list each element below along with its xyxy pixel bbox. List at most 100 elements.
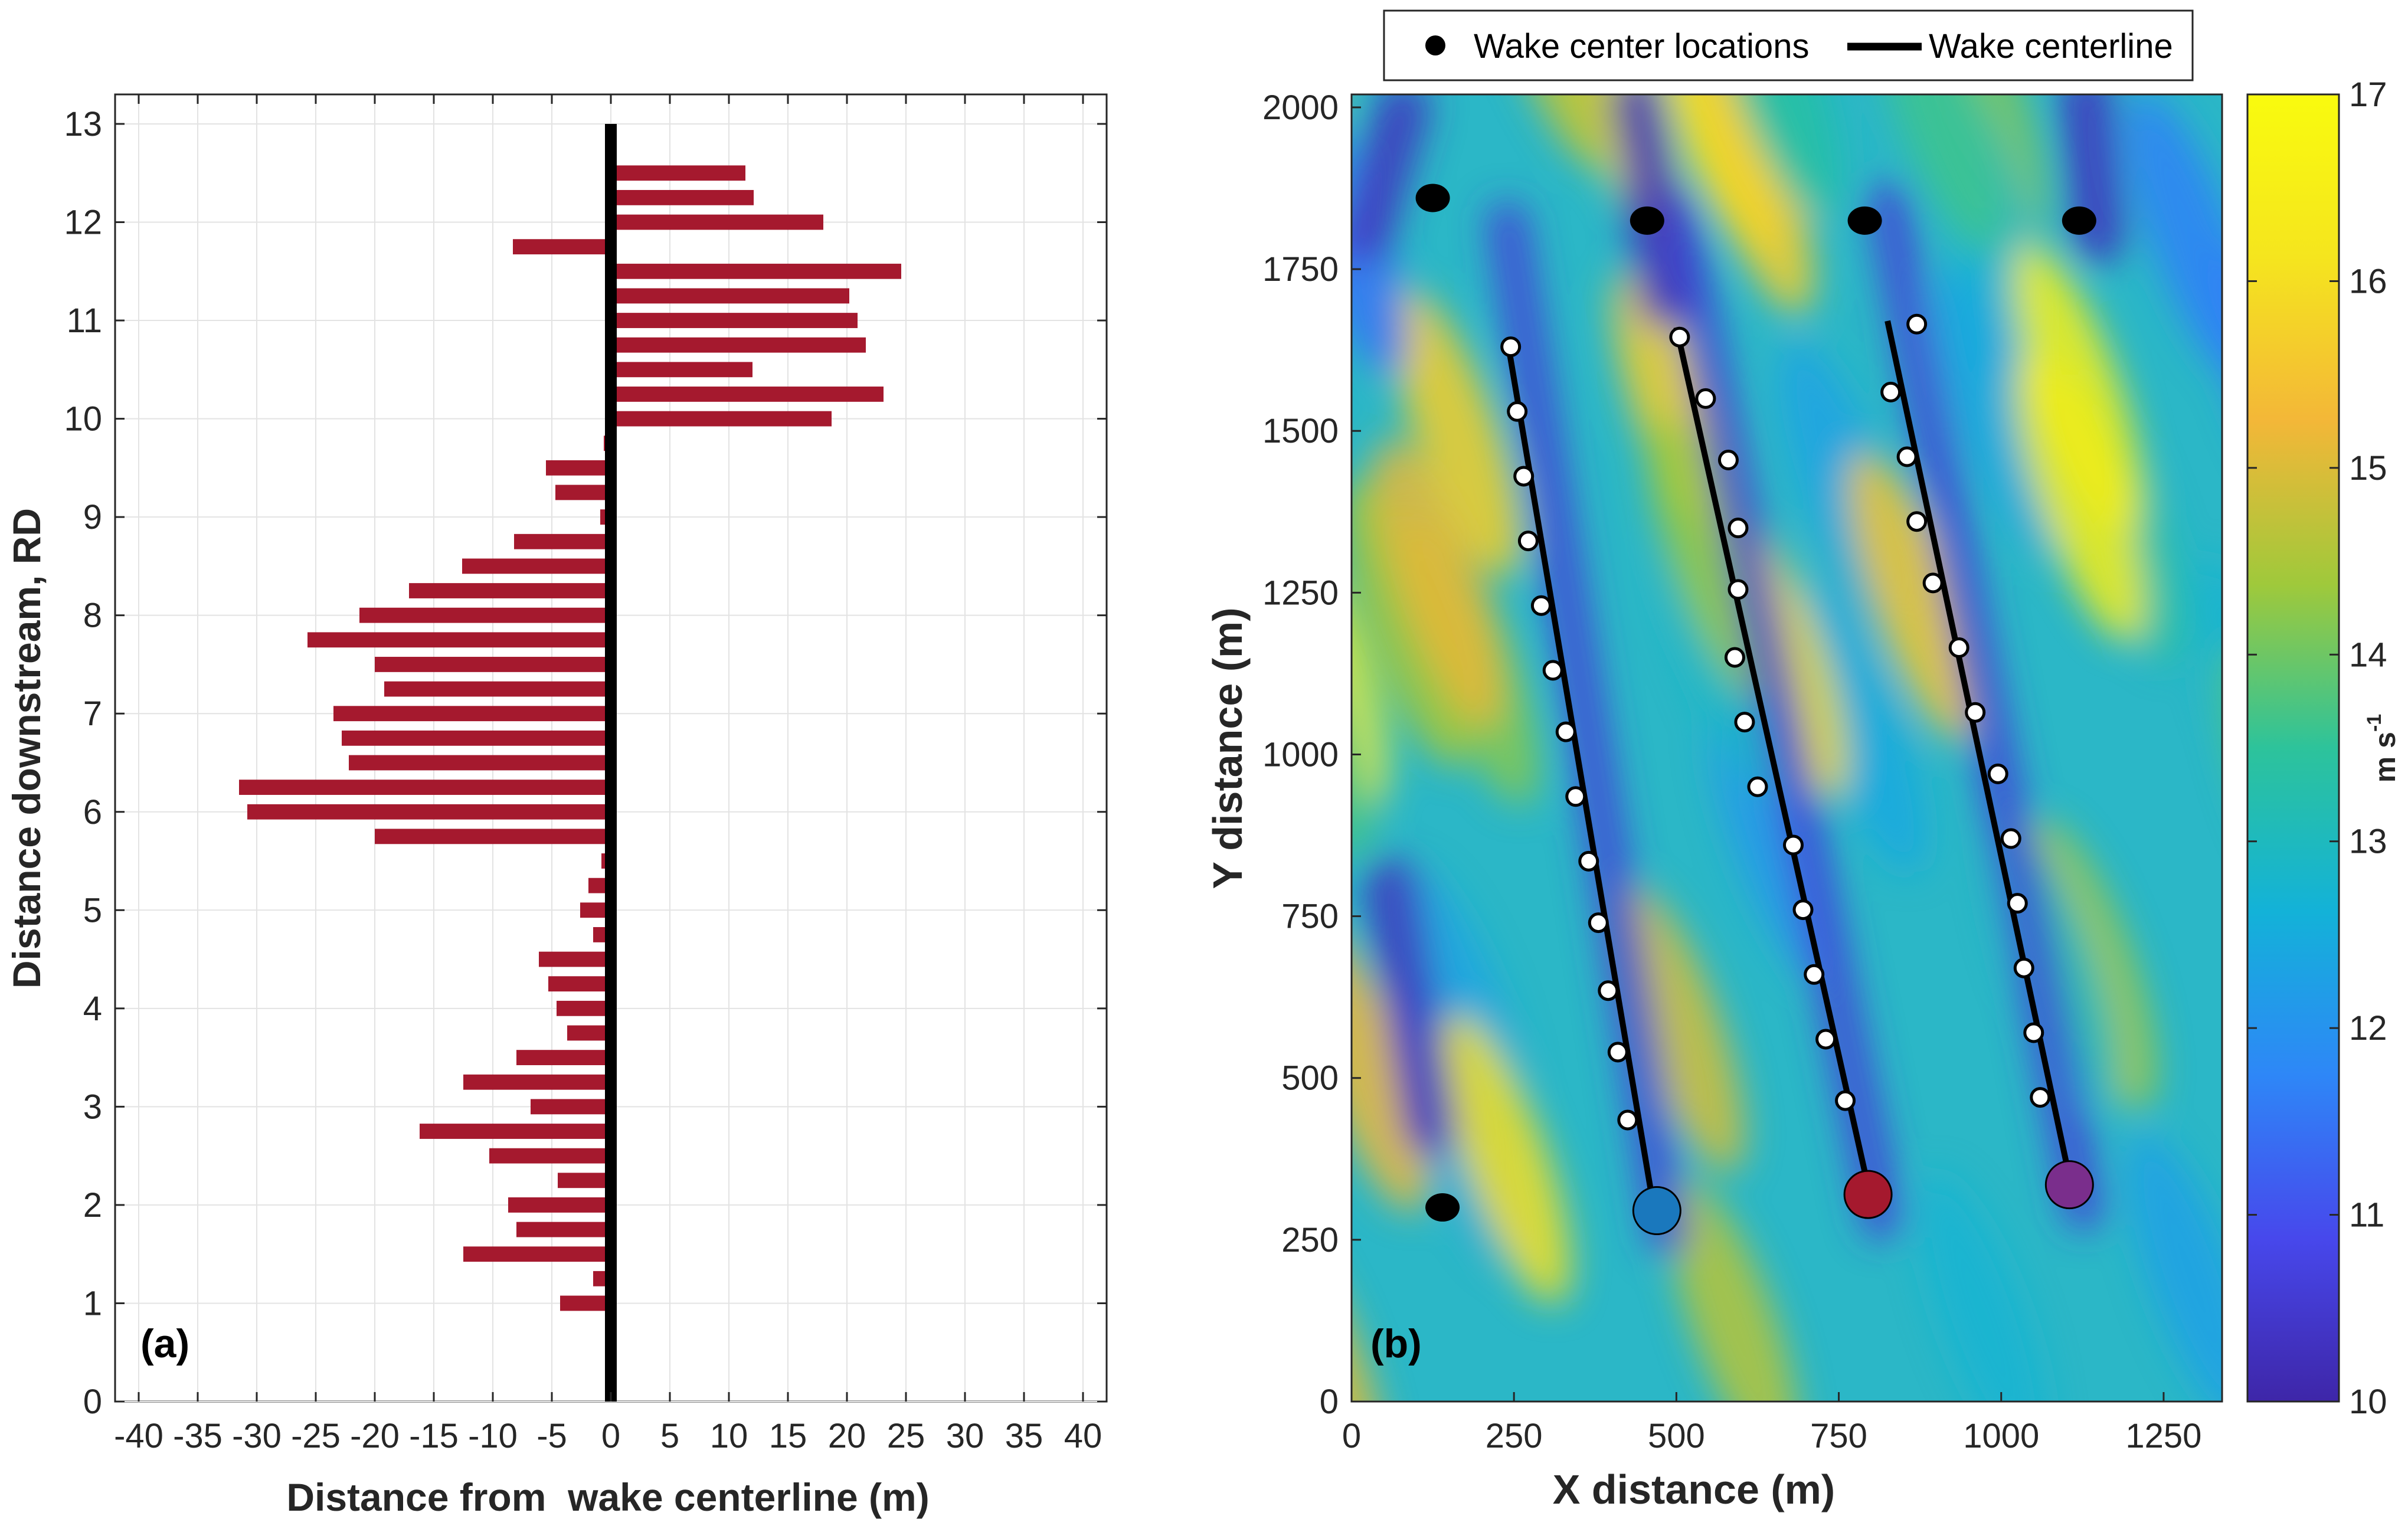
x-tick-label: -5 <box>536 1417 567 1455</box>
wake-center-point <box>2013 957 2034 978</box>
bar <box>611 214 823 230</box>
y-tick-label: 13 <box>64 105 102 143</box>
x-tick-label: 0 <box>601 1417 620 1455</box>
bar <box>611 313 858 328</box>
y-tick-label: 1000 <box>1262 735 1339 774</box>
x-tick-label: 1000 <box>1963 1417 2039 1455</box>
legend-wake-center-label: Wake center locations <box>1474 27 1809 66</box>
legend-box <box>1383 9 2194 81</box>
wind-streak <box>1873 94 2004 255</box>
wind-streak <box>1094 985 1276 1302</box>
y-tick-label: 10 <box>64 400 102 438</box>
wake-center-point <box>1987 763 2008 784</box>
y-tick-label: 9 <box>83 498 102 536</box>
wake-center-point <box>2023 1022 2044 1043</box>
wake-centerline-bar <box>605 123 617 1402</box>
colorbar-unit-exponent: -1 <box>2363 714 2386 732</box>
colorbar-tick-label: 13 <box>2349 823 2387 861</box>
x-tick-label: -30 <box>232 1417 282 1455</box>
legend-centerline-label: Wake centerline <box>1929 27 2173 66</box>
bar <box>409 583 611 598</box>
y-tick-label: 4 <box>83 990 102 1028</box>
wake-center-point <box>1948 637 1969 659</box>
bar <box>548 976 611 992</box>
y-tick-label: 500 <box>1281 1059 1339 1098</box>
wake-center-point <box>2007 893 2028 914</box>
bar <box>375 829 611 844</box>
bar <box>555 484 611 500</box>
colorbar: 10 11 12 13 14 15 16 17 m s-1 <box>2246 76 2402 1421</box>
wake-center-point <box>1578 850 1599 872</box>
panel-a-y-axis-label: Distance downstream, RD <box>5 508 48 988</box>
bar <box>611 362 752 378</box>
bar <box>546 460 611 476</box>
bar <box>307 632 611 648</box>
wind-streak <box>1372 438 1504 729</box>
wind-streak <box>1183 0 1366 167</box>
wind-streak <box>1932 264 2063 555</box>
legend-wake-center-marker <box>1425 35 1445 55</box>
x-tick-label: 30 <box>946 1417 984 1455</box>
y-tick-label: 12 <box>64 204 102 242</box>
bar <box>247 804 611 820</box>
panel-b-x-ticks: 0 250 500 750 1000 1250 <box>1342 1392 2201 1455</box>
y-tick-label: 2 <box>83 1186 102 1224</box>
x-tick-label: 40 <box>1064 1417 1102 1455</box>
large-wake-marker <box>1630 206 1664 235</box>
bar <box>531 1099 611 1115</box>
y-tick-label: 2000 <box>1262 89 1339 127</box>
wake-trough <box>1487 201 1689 1256</box>
turbine-marker <box>1632 1186 1681 1236</box>
x-tick-label: -40 <box>114 1417 163 1455</box>
panel-a: -40 -35 -30 -25 -20 -15 -10 -5 0 5 10 15 20 25 30 35 40 … <box>5 93 1108 1519</box>
wake-center-point <box>1804 964 1825 985</box>
x-tick-label: 10 <box>710 1417 748 1455</box>
wake-center-point <box>1965 702 1986 723</box>
wake-center-point <box>1880 381 1902 402</box>
y-tick-label: 11 <box>67 302 102 340</box>
panel-b-y-axis-label: Y distance (m) <box>1205 607 1251 889</box>
y-tick-label: 750 <box>1281 898 1339 936</box>
panel-b-label: (b) <box>1370 1321 1422 1366</box>
y-tick-label: 1500 <box>1262 412 1339 450</box>
wake-center-markers <box>1500 313 2051 1131</box>
bar <box>489 1148 611 1164</box>
y-tick-label: 1750 <box>1262 250 1339 289</box>
x-tick-label: -10 <box>468 1417 518 1455</box>
large-wake-marker <box>1425 1193 1460 1222</box>
colorbar-ramp <box>2246 93 2340 1403</box>
wake-center-point <box>1669 326 1690 348</box>
bar <box>611 165 745 181</box>
wake-center-point <box>2000 828 2021 849</box>
panel-b-x-axis-label: X distance (m) <box>1553 1466 1835 1512</box>
wind-streak <box>1795 583 1926 873</box>
bar <box>516 1050 611 1066</box>
bar <box>558 1173 611 1189</box>
y-tick-label: 5 <box>83 891 102 929</box>
wake-center-point <box>1734 712 1755 733</box>
y-tick-label: 1 <box>83 1284 102 1322</box>
wake-center-point <box>1906 511 1928 532</box>
x-tick-label: 15 <box>769 1417 807 1455</box>
bar <box>611 387 884 402</box>
panel-a-x-axis-label: Distance from wake centerline (m) <box>286 1475 929 1519</box>
wind-streak <box>1352 478 1472 768</box>
y-tick-label: 250 <box>1281 1221 1339 1259</box>
colorbar-tick-label: 17 <box>2349 76 2387 114</box>
wake-center-point <box>2030 1087 2051 1108</box>
bar <box>508 1197 611 1213</box>
bar <box>557 1000 611 1016</box>
large-wake-markers <box>1415 184 2096 1222</box>
y-tick-label: 7 <box>83 695 102 733</box>
colorbar-tick-label: 11 <box>2349 1196 2384 1235</box>
wake-center-point <box>1507 401 1528 422</box>
panel-b: 0 250 500 750 1000 1250 025050075010001250150… <box>1094 0 2402 1512</box>
colorbar-tick-label: 12 <box>2349 1009 2387 1047</box>
wake-centerline <box>1884 320 2069 1163</box>
x-tick-label: -25 <box>291 1417 341 1455</box>
x-tick-label: 20 <box>828 1417 866 1455</box>
wake-trough <box>1867 182 2105 1230</box>
y-tick-label: 8 <box>83 597 102 635</box>
large-wake-marker <box>1415 184 1450 212</box>
